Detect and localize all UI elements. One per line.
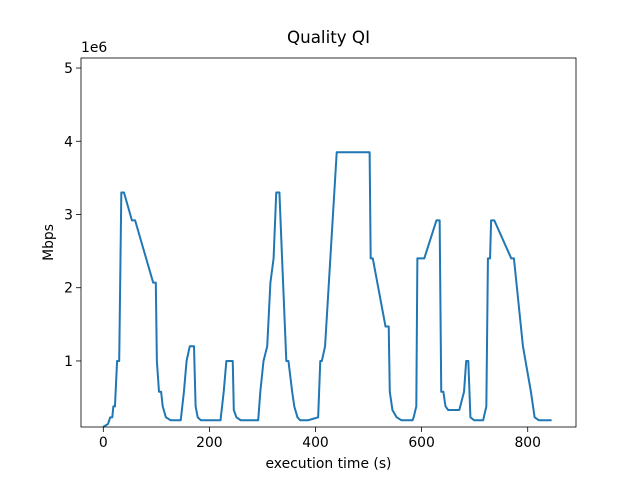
x-tick-label: 0 — [99, 435, 108, 451]
data-line — [102, 151, 552, 428]
x-tick-label: 200 — [196, 435, 223, 451]
chart-title: Quality QI — [287, 27, 370, 47]
x-tick-label: 600 — [408, 435, 435, 451]
y-tick-label: 5 — [64, 61, 73, 77]
y-tick-label: 1 — [64, 354, 73, 370]
y-axis-label: Mbps — [41, 224, 57, 261]
x-tick-label: 800 — [514, 435, 541, 451]
y-tick-label: 3 — [64, 207, 73, 223]
y-offset-label: 1e6 — [81, 40, 107, 56]
x-tick-label: 400 — [302, 435, 329, 451]
x-axis-label: execution time (s) — [266, 456, 392, 472]
y-tick-label: 2 — [64, 281, 73, 297]
plot-frame — [80, 57, 577, 428]
y-tick-label: 4 — [64, 134, 73, 150]
